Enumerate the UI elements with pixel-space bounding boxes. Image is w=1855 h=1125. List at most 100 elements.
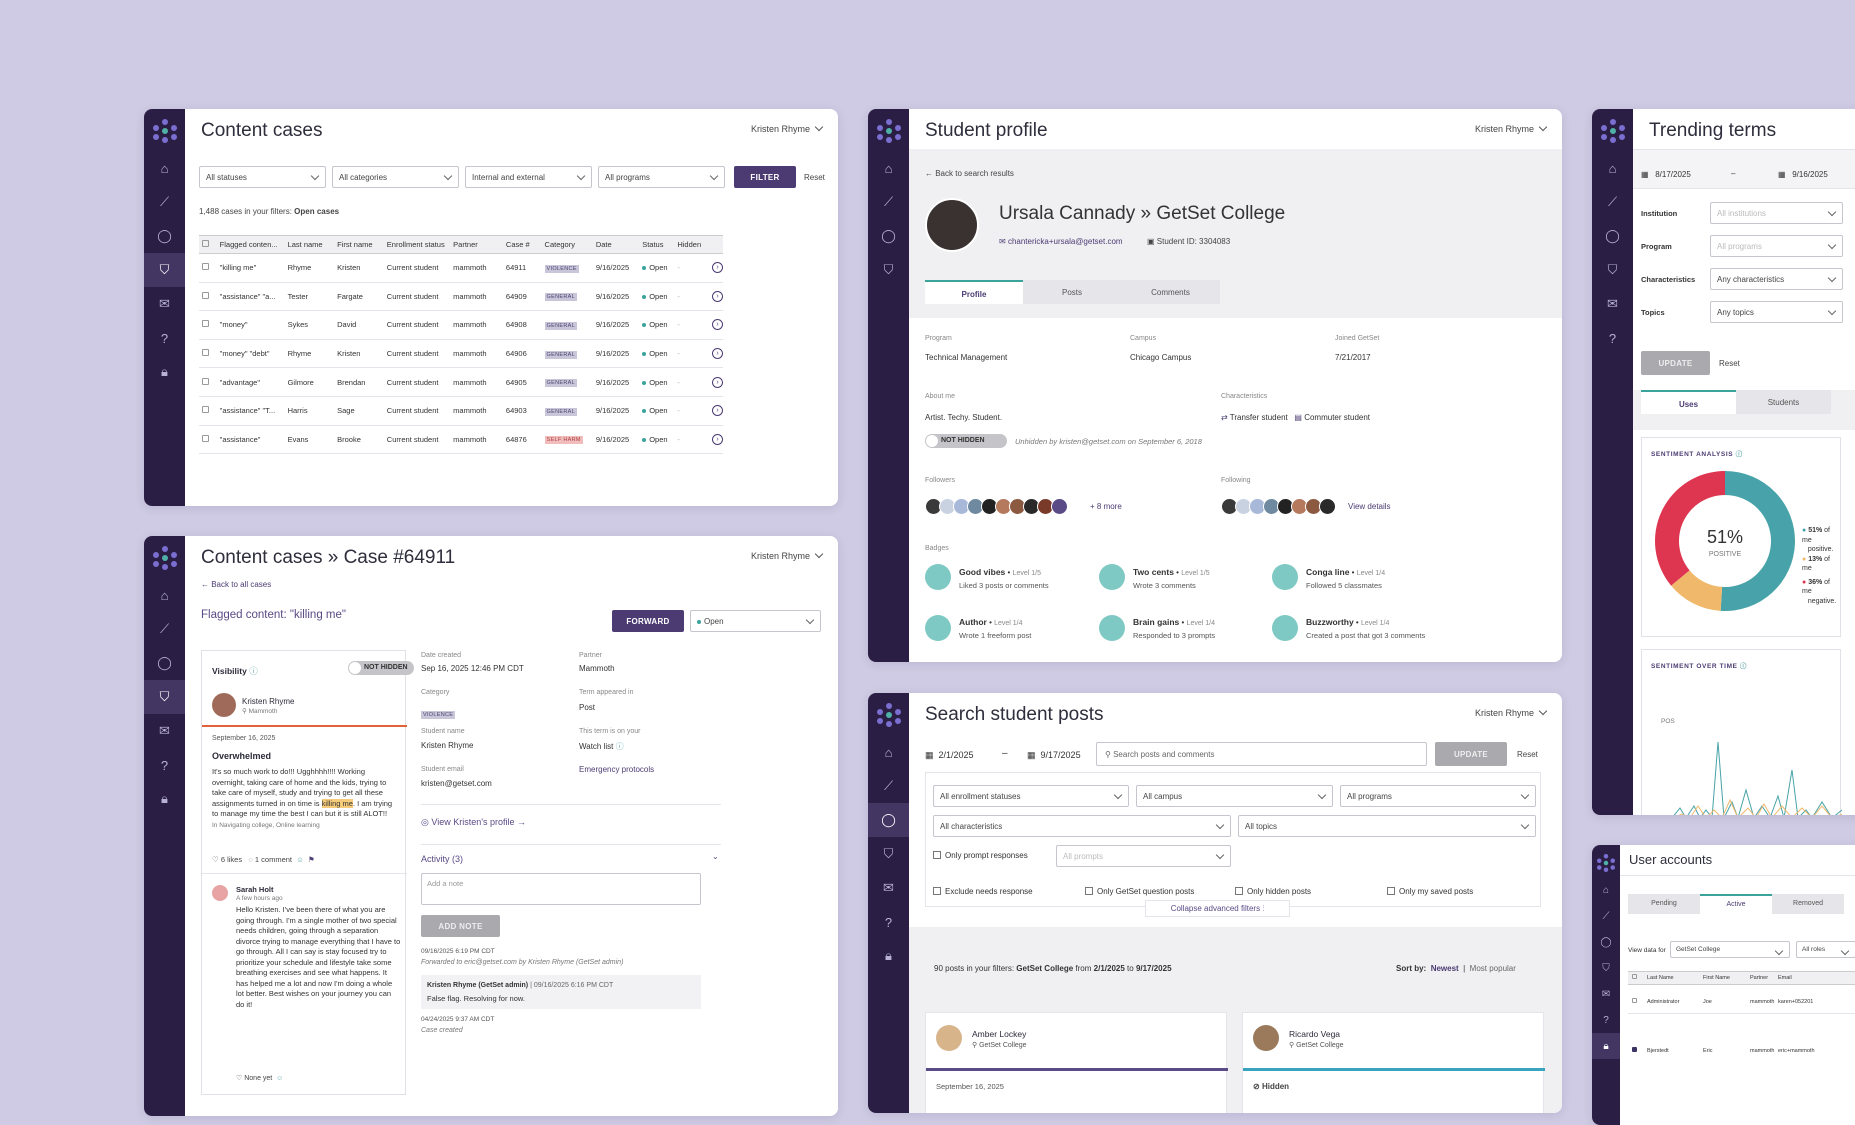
emergency-protocols-link[interactable]: Emergency protocols [579,765,655,774]
post-card[interactable]: Ricardo Vega ⚲ GetSet College ⊘ Hidden [1242,1012,1545,1113]
visibility-toggle[interactable]: NOT HIDDEN [925,434,1007,448]
person-icon[interactable]: ◯ [868,803,909,837]
home-icon[interactable]: ⌂ [160,160,169,176]
chart-icon[interactable]: ⟋ [159,621,170,636]
chart-icon[interactable]: ⟋ [1607,194,1618,209]
institution-select[interactable]: GetSet College [1670,941,1790,958]
help-icon[interactable]: ? [1608,330,1617,346]
mail-icon[interactable]: ✉ [1607,296,1618,311]
home-icon[interactable]: ⌂ [1608,160,1617,176]
prompts-filter[interactable]: All prompts [1056,845,1231,867]
col-enrollment[interactable]: Enrollment status [383,235,451,254]
saved-posts-checkbox[interactable]: Only my saved posts [1387,887,1473,896]
row-checkbox[interactable] [202,291,209,299]
activity-toggle[interactable]: Activity (3) [421,854,464,864]
program-filter[interactable]: All programs [1710,235,1843,257]
chart-icon[interactable]: ⟋ [159,194,170,209]
row-checkbox[interactable] [202,349,209,357]
followers-avatars[interactable] [925,498,1068,515]
forward-button[interactable]: FORWARD [612,610,684,632]
col-first-name[interactable]: First name [334,235,384,254]
open-case-icon[interactable]: › [712,405,723,417]
home-icon[interactable]: ⌂ [1602,884,1610,896]
chart-icon[interactable]: ⟋ [1602,910,1610,922]
col-hidden[interactable]: Hidden [674,235,709,254]
mail-icon[interactable]: ✉ [883,880,894,895]
avatar[interactable] [1319,498,1336,515]
view-profile-link[interactable]: ◎ View Kristen's profile → [421,817,526,827]
start-date[interactable]: ▦ 2/1/2025 [925,750,974,760]
home-icon[interactable]: ⌂ [884,160,893,176]
tab-posts[interactable]: Posts [1023,280,1121,304]
shield-icon[interactable]: ⛉ [144,680,185,714]
col-last-name[interactable]: Last name [284,235,335,254]
table-row[interactable]: "assistance" "T... Harris Sage Current stud… [199,396,723,426]
user-menu[interactable]: Kristen Rhyme [751,551,822,561]
col-flagged[interactable]: Flagged conten... [216,235,285,254]
table-row[interactable]: "money" Sykes David Current student mammoth 6… [199,310,723,340]
user-menu[interactable]: Kristen Rhyme [751,124,822,134]
search-input[interactable]: ⚲ Search posts and comments [1096,742,1427,766]
help-icon[interactable]: ? [1603,1014,1609,1026]
following-avatars[interactable] [1221,498,1336,515]
shield-icon[interactable]: ⛉ [883,262,894,277]
open-case-icon[interactable]: › [712,348,723,360]
hidden-posts-checkbox[interactable]: Only hidden posts [1235,887,1311,896]
topics-filter[interactable]: All topics [1238,815,1536,837]
table-row[interactable]: "assistance" Evans Brooke Current student ma… [199,425,723,455]
roles-select[interactable]: All roles [1796,941,1855,958]
col-category[interactable]: Category [541,235,593,254]
help-icon[interactable]: ? [884,914,893,930]
shield-icon[interactable]: ⛉ [1607,262,1618,277]
lock-icon[interactable]: 🔒︎ [161,791,168,806]
tab-comments[interactable]: Comments [1121,280,1220,304]
mail-icon[interactable]: ✉ [1601,988,1611,1000]
open-case-icon[interactable]: › [712,262,723,274]
more-followers-link[interactable]: + 8 more [1090,502,1122,511]
getset-question-checkbox[interactable]: Only GetSet question posts [1085,887,1194,896]
category-filter[interactable]: All categories [332,166,459,188]
comment-likes[interactable]: ♡ None yet ☺ [236,1075,284,1082]
mail-icon[interactable]: ✉ [159,723,170,738]
lock-icon[interactable]: 🔒︎ [1592,1033,1620,1059]
table-row[interactable]: "advantage" Gilmore Brendan Current student… [199,367,723,397]
only-prompt-checkbox[interactable]: Only prompt responses [933,851,1028,860]
tab-pending[interactable]: Pending [1628,894,1700,914]
row-checkbox[interactable] [202,434,209,442]
row-checkbox[interactable] [202,320,209,328]
open-case-icon[interactable]: › [712,319,723,331]
characteristics-filter[interactable]: All characteristics [933,815,1231,837]
person-icon[interactable]: ◯ [157,655,172,670]
program-filter[interactable]: All programs [1340,785,1536,807]
user-menu[interactable]: Kristen Rhyme [1475,708,1546,718]
author-name[interactable]: Kristen Rhyme [242,697,295,706]
filter-button[interactable]: FILTER [734,166,796,188]
shield-icon[interactable]: ⛉ [144,253,185,287]
avatar[interactable] [1051,498,1068,515]
program-filter[interactable]: All programs [598,166,725,188]
note-input[interactable]: Add a note [421,873,701,905]
campus-filter[interactable]: All campus [1136,785,1333,807]
table-row[interactable]: "assistance" "a... Tester Fargate Current s… [199,282,723,312]
person-icon[interactable]: ◯ [157,228,172,243]
end-date[interactable]: ▦ 9/17/2025 [1027,750,1081,760]
tab-removed[interactable]: Removed [1772,894,1844,914]
source-filter[interactable]: Internal and external [465,166,592,188]
table-row[interactable]: "money" "debt" Rhyme Kristen Current studen… [199,339,723,369]
back-link[interactable]: ← Back to all cases [201,580,272,589]
select-all-checkbox[interactable] [1632,974,1637,979]
col-partner[interactable]: Partner [450,235,503,254]
tab-students[interactable]: Students [1736,390,1831,414]
open-case-icon[interactable]: › [712,290,723,302]
add-note-button[interactable]: ADD NOTE [421,915,500,937]
characteristics-filter[interactable]: Any characteristics [1710,268,1843,290]
tab-active[interactable]: Active [1700,894,1772,914]
sort-popular[interactable]: Most popular [1469,964,1516,973]
update-button[interactable]: UPDATE [1641,351,1710,375]
like-icon[interactable]: ♡ [212,855,219,864]
tab-uses[interactable]: Uses [1641,390,1736,414]
select-all-checkbox[interactable] [202,240,209,247]
update-button[interactable]: UPDATE [1435,742,1507,766]
start-date[interactable]: ▦ 8/17/2025 [1641,170,1691,179]
chart-icon[interactable]: ⟋ [883,778,894,793]
